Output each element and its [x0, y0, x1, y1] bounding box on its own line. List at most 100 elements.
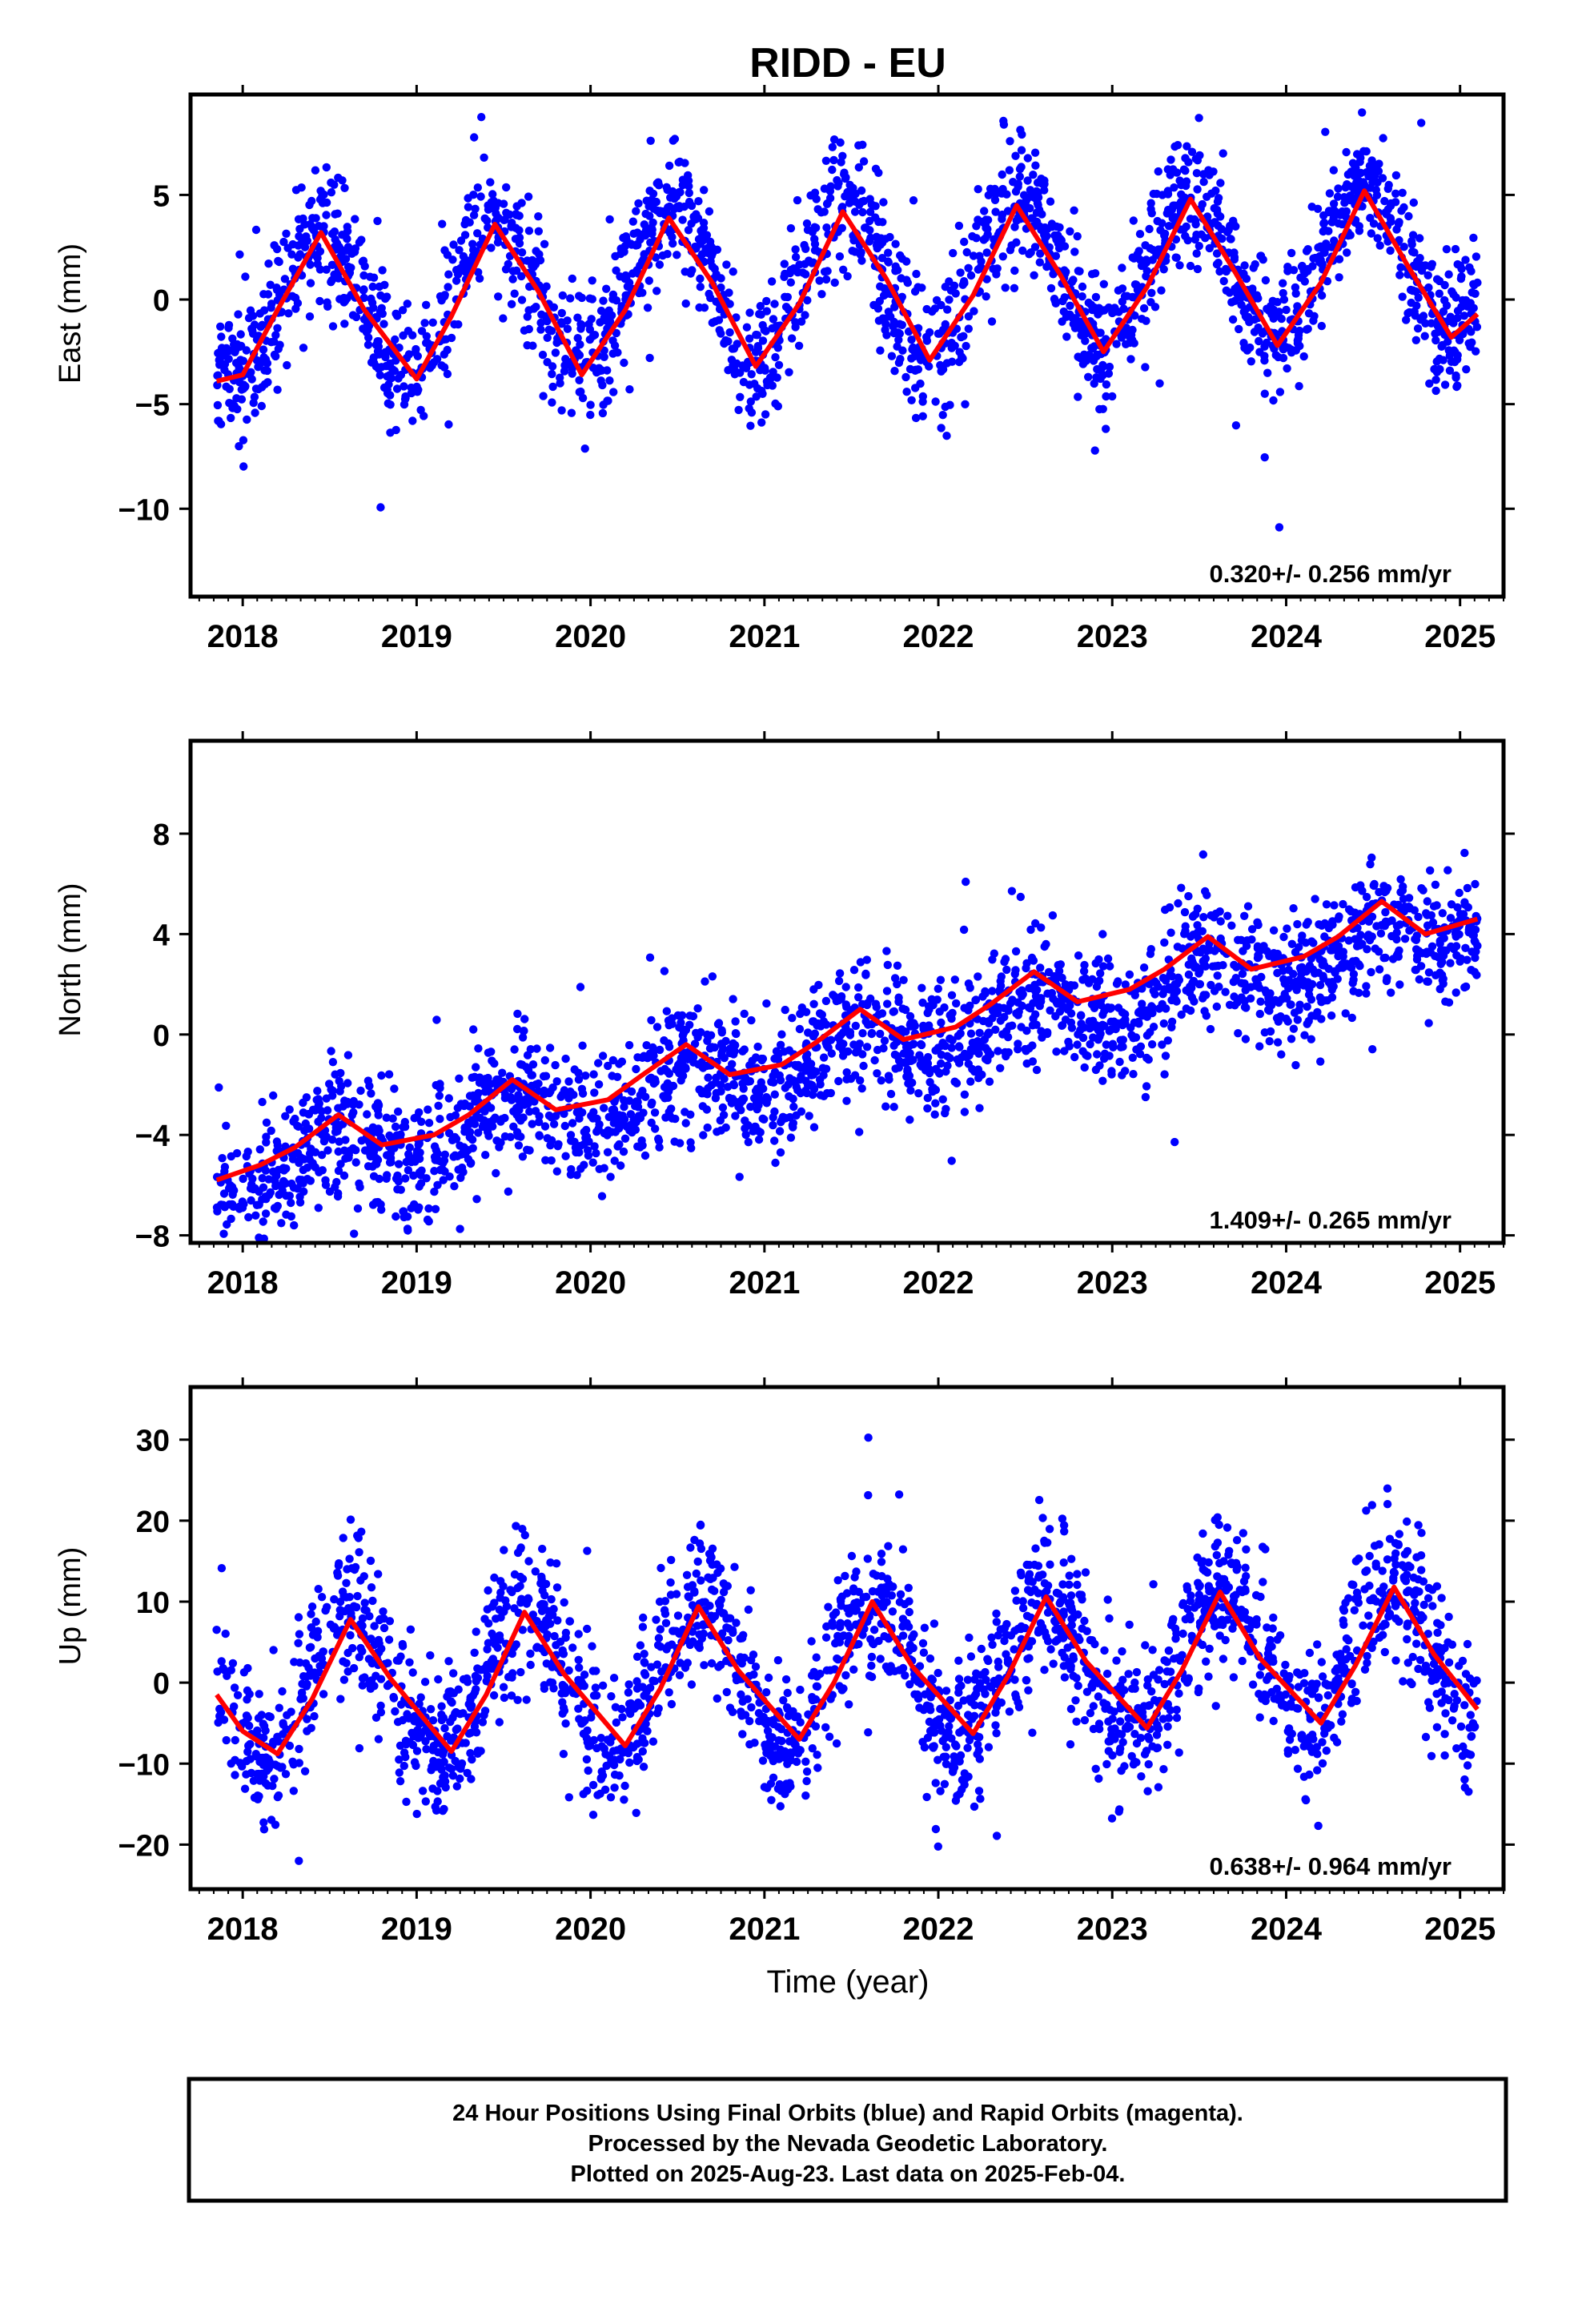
east-data-point	[881, 314, 889, 323]
east-data-point	[517, 271, 526, 281]
east-data-point	[643, 304, 652, 312]
east-data-point	[678, 180, 687, 190]
east-data-point	[1181, 231, 1190, 240]
east-data-point	[1412, 257, 1422, 266]
east-data-point	[386, 428, 395, 437]
north-data-point	[789, 1094, 797, 1104]
east-data-point	[1420, 332, 1429, 340]
east-data-point	[1046, 197, 1055, 206]
east-data-point	[1273, 298, 1282, 307]
east-data-point	[1338, 219, 1347, 229]
north-data-point	[1065, 1042, 1074, 1051]
east-data-point	[373, 216, 382, 226]
east-data-point	[1296, 273, 1305, 282]
north-data-point	[594, 1124, 603, 1133]
north-data-point	[1379, 954, 1388, 963]
north-data-point	[660, 1036, 669, 1045]
north-data-point	[259, 1183, 268, 1192]
north-points	[212, 848, 1482, 1243]
east-data-point	[1375, 241, 1384, 250]
east-data-point	[330, 180, 339, 189]
north-data-point	[1095, 976, 1104, 985]
east-data-point	[608, 349, 617, 358]
east-data-point	[936, 360, 945, 370]
north-data-point	[583, 1146, 592, 1155]
east-data-point	[1384, 180, 1393, 190]
east-data-point	[1353, 182, 1363, 191]
north-data-point	[1394, 900, 1403, 910]
north-data-point	[1424, 1019, 1433, 1027]
north-data-point	[1184, 960, 1194, 969]
east-data-point	[1255, 336, 1263, 346]
north-data-point	[314, 1204, 323, 1212]
north-data-point	[701, 977, 709, 986]
north-data-point	[580, 1128, 588, 1136]
north-data-point	[835, 969, 845, 978]
east-data-point	[858, 207, 867, 217]
east-data-point	[217, 332, 226, 341]
north-data-point	[867, 1028, 877, 1038]
east-data-point	[287, 250, 296, 259]
north-data-point	[880, 1036, 889, 1045]
north-data-point	[608, 1072, 616, 1080]
east-data-point	[786, 223, 796, 233]
east-data-point	[1027, 214, 1036, 223]
north-data-point	[391, 1122, 400, 1132]
east-data-point	[1352, 150, 1362, 159]
east-data-point	[1449, 290, 1458, 299]
east-data-point	[1445, 366, 1455, 375]
east-data-point	[328, 322, 338, 331]
east-data-point	[1386, 214, 1395, 223]
north-data-point	[789, 1102, 798, 1112]
east-data-point	[1078, 292, 1086, 301]
north-data-point	[1132, 1045, 1141, 1054]
east-data-point	[620, 358, 628, 368]
north-data-point	[1180, 930, 1189, 939]
east-data-point	[563, 324, 572, 333]
east-data-point	[828, 143, 837, 151]
east-rate-label: 0.320+/- 0.256 mm/yr	[1210, 560, 1452, 588]
north-data-point	[971, 995, 980, 1005]
east-data-point	[645, 211, 654, 220]
north-data-point	[1142, 1053, 1151, 1063]
north-data-point	[678, 1056, 688, 1065]
east-data-point	[1260, 389, 1270, 398]
east-data-point	[769, 315, 778, 324]
north-data-point	[1029, 1014, 1038, 1023]
north-xtick-label: 2018	[207, 1265, 279, 1301]
east-data-point	[1256, 251, 1266, 260]
east-data-point	[1327, 218, 1337, 227]
north-data-point	[985, 1077, 994, 1086]
east-data-point	[1105, 362, 1114, 372]
north-data-point	[220, 1203, 229, 1212]
north-data-point	[1388, 955, 1398, 963]
north-data-point	[509, 1122, 518, 1132]
north-data-point	[882, 947, 891, 955]
east-data-point	[480, 153, 488, 162]
east-data-point	[1453, 381, 1462, 390]
north-data-point	[553, 1142, 562, 1151]
east-data-point	[859, 196, 869, 206]
north-data-point	[1283, 924, 1291, 933]
north-data-point	[1253, 954, 1263, 963]
east-data-point	[645, 187, 654, 195]
north-data-point	[1422, 909, 1431, 918]
east-data-point	[1139, 304, 1149, 313]
north-data-point	[1056, 960, 1066, 969]
east-ytick-label: 0	[153, 284, 170, 318]
north-data-point	[1116, 1035, 1126, 1045]
east-data-point	[536, 318, 545, 328]
north-data-point	[1161, 1051, 1170, 1060]
east-data-point	[753, 384, 762, 393]
east-data-point	[1366, 214, 1375, 223]
north-data-point	[947, 1156, 956, 1165]
north-data-point	[1256, 997, 1265, 1006]
east-data-point	[894, 336, 903, 344]
north-data-point	[1461, 982, 1471, 991]
east-data-point	[1291, 283, 1300, 292]
north-data-point	[741, 1116, 749, 1125]
north-data-point	[1103, 954, 1113, 963]
north-data-point	[647, 1118, 656, 1128]
north-data-point	[547, 1136, 556, 1145]
north-data-point	[401, 1174, 410, 1183]
